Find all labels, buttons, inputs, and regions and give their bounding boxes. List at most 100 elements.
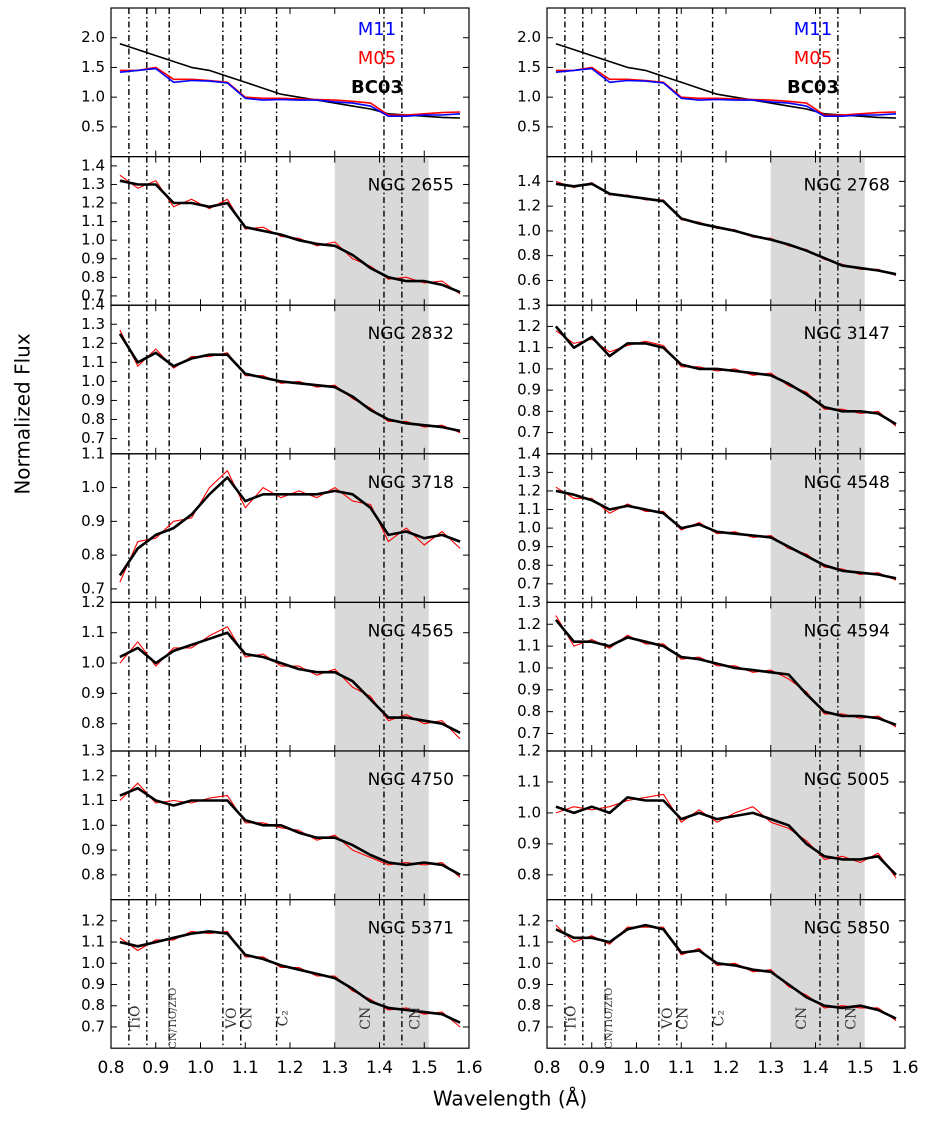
y-tick-label: 1.1	[81, 791, 105, 809]
spectrum-line	[119, 179, 461, 294]
panel-frame	[110, 7, 470, 158]
y-tick-label: 1.2	[517, 615, 541, 633]
feature-label: CN	[675, 1007, 691, 1030]
galaxy-label: NGC 3147	[804, 324, 890, 344]
x-tick-label: 1.2	[276, 1058, 303, 1078]
y-tick-label: 0.8	[81, 865, 105, 883]
y-tick-label: 1.1	[517, 772, 541, 790]
y-tick-label: 0.8	[81, 714, 105, 732]
x-tick-label: 0.9	[578, 1058, 605, 1078]
y-tick-label: 1.3	[517, 463, 541, 481]
y-tick-label: 1.1	[81, 933, 105, 951]
feature-label: TiO	[564, 1006, 580, 1031]
legend-entry: M11	[794, 19, 832, 40]
x-tick-label: 0.9	[142, 1058, 169, 1078]
legend-entry: BC03	[351, 77, 403, 98]
y-tick-label: 1.0	[517, 954, 541, 972]
spectrum-line	[554, 325, 897, 426]
shaded-region	[334, 602, 429, 751]
x-tick-label: 1.1	[232, 1058, 259, 1078]
y-tick-label: 1.0	[81, 372, 105, 390]
spectrum-line	[119, 786, 461, 876]
shaded-region	[770, 156, 865, 306]
y-tick-label: 1.0	[517, 221, 541, 239]
spectrum-line	[554, 619, 897, 727]
y-tick-label: 0.7	[517, 574, 541, 592]
y-tick-label: 1.4	[81, 296, 105, 314]
spectrum-line	[555, 489, 897, 580]
panel: 0.7 0.8 0.9 1.0 1.1 NGC 3718	[81, 444, 470, 603]
lines	[554, 325, 897, 427]
y-tick-label: 0.7	[517, 1017, 541, 1035]
y-tick-label: 1.0	[81, 816, 105, 834]
y-tick-label: 1.4	[81, 156, 105, 174]
shaded-region	[770, 602, 865, 751]
y-tick-label: 1.3	[517, 296, 541, 314]
y-tick-label: 2.0	[517, 28, 541, 46]
y-tick-label: 1.4	[517, 172, 541, 190]
feature-label: CN	[407, 1007, 423, 1030]
galaxy-label: NGC 4565	[368, 621, 454, 641]
y-tick-label: 1.0	[81, 954, 105, 972]
galaxy-label: NGC 2655	[368, 176, 454, 196]
y-tick-label: 1.1	[81, 623, 105, 641]
y-tick-label: 0.8	[81, 546, 105, 564]
y-tick-label: 0.7	[81, 1017, 105, 1035]
x-tick-label: 1.5	[411, 1058, 438, 1078]
feature-label: CN/TiO/ZrO	[168, 988, 179, 1049]
lines	[119, 782, 461, 878]
lines	[555, 42, 897, 119]
y-tick-label: 0.7	[517, 423, 541, 441]
y-tick-label: 1.5	[517, 58, 541, 76]
y-tick-label: 1.2	[517, 317, 541, 335]
spectrum-line	[118, 333, 461, 433]
y-tick-label: 1.1	[517, 933, 541, 951]
y-tick-label: 1.2	[517, 742, 541, 760]
panel: 0.7 0.8 0.9 1.0 1.1 1.2 1.3 NGC 4594	[517, 593, 906, 752]
y-tick-label: 1.0	[81, 478, 105, 496]
y-tick-label: 0.9	[81, 975, 105, 993]
galaxy-label: NGC 5850	[804, 919, 890, 939]
y-tick-label: 1.1	[517, 500, 541, 518]
feature-label: CN/TiO/ZrO	[604, 988, 615, 1049]
y-tick-label: 1.2	[81, 911, 105, 929]
y-tick-label: 0.9	[517, 537, 541, 555]
x-tick-label: 1.0	[187, 1058, 214, 1078]
y-tick-label: 0.7	[81, 579, 105, 597]
lines	[119, 174, 461, 295]
legend-entry: M11	[358, 19, 396, 40]
y-tick-label: 1.3	[517, 593, 541, 611]
y-tick-label: 0.9	[517, 975, 541, 993]
lines	[555, 793, 897, 879]
y-tick-label: 2.0	[81, 28, 105, 46]
y-tick-label: 1.1	[517, 637, 541, 655]
lines	[119, 626, 461, 740]
y-tick-label: 0.5	[517, 117, 541, 135]
feature-label: TiO	[128, 1006, 144, 1031]
x-tick-label: 1.4	[802, 1058, 829, 1078]
x-tick-label: 1.4	[366, 1058, 393, 1078]
y-tick-label: 1.0	[517, 658, 541, 676]
spectrum-line	[555, 67, 897, 117]
x-tick-label: 1.2	[712, 1058, 739, 1078]
panel: 0.5 1.0 1.5 2.0 M11 M05 BC03	[517, 7, 906, 158]
y-tick-label: 0.8	[517, 556, 541, 574]
x-tick-label: 0.8	[533, 1058, 560, 1078]
lines	[118, 329, 461, 434]
y-tick-label: 1.2	[81, 334, 105, 352]
feature-label: C₂	[275, 1010, 291, 1026]
y-tick-label: 0.9	[81, 512, 105, 530]
y-tick-label: 1.2	[517, 197, 541, 215]
x-tick-label: 1.6	[891, 1058, 918, 1078]
galaxy-label: NGC 4548	[804, 473, 890, 493]
y-tick-label: 1.0	[81, 231, 105, 249]
x-tick-label: 1.5	[847, 1058, 874, 1078]
galaxy-label: NGC 4594	[804, 621, 890, 641]
feature-label: CN	[794, 1007, 810, 1030]
panel: 0.7 0.8 0.9 1.0 1.1 1.2 1.3 NGC 3147	[517, 296, 906, 455]
y-tick-label: 0.9	[81, 684, 105, 702]
y-tick-label: 0.8	[517, 996, 541, 1014]
lines	[554, 615, 897, 728]
spectrum-line	[555, 182, 897, 276]
